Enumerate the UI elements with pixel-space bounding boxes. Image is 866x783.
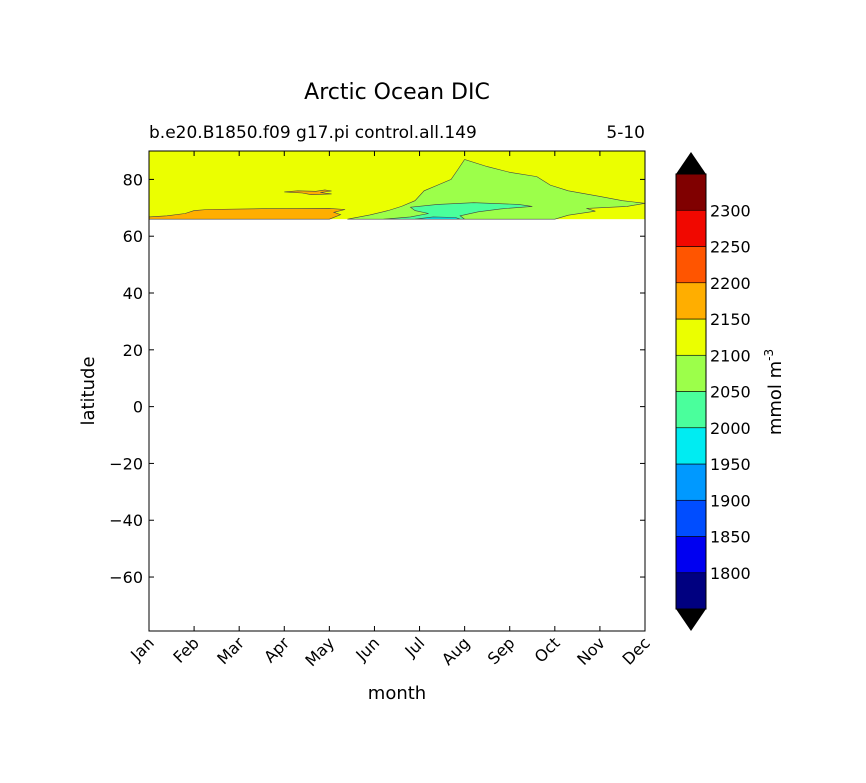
x-tick-label: Jul bbox=[401, 633, 429, 661]
colorbar-tick-label: 1800 bbox=[710, 564, 751, 583]
colorbar-swatch bbox=[675, 209, 707, 247]
y-axis: −60 −40 −20 0 20 40 60 80 bbox=[109, 170, 645, 587]
contour-low-lat-band bbox=[148, 208, 346, 220]
y-tick-label: 20 bbox=[123, 341, 143, 360]
x-tick-label: Feb bbox=[169, 633, 202, 666]
colorbar-swatch bbox=[675, 536, 707, 574]
colorbar-extend-top bbox=[676, 152, 706, 174]
x-tick-label: Aug bbox=[438, 633, 474, 669]
x-tick-label: Oct bbox=[531, 633, 564, 666]
plot-frame bbox=[148, 150, 646, 632]
colorbar: 1800 1850 1900 1950 2000 2050 2100 2150 2200 2250… bbox=[675, 152, 751, 631]
chart-title: Arctic Ocean DIC bbox=[304, 80, 490, 105]
x-tick-label: Dec bbox=[618, 633, 653, 668]
colorbar-tick-label: 2050 bbox=[710, 383, 751, 402]
contour-may-patch bbox=[284, 189, 332, 196]
colorbar-tick-label: 2150 bbox=[710, 310, 751, 329]
contour-aug-core-edge bbox=[414, 216, 461, 220]
y-tick-label: −60 bbox=[109, 568, 143, 587]
contour-fills bbox=[148, 151, 646, 220]
plot-area: Jan Feb Mar Apr May Jun Jul Aug Sep Oct Nov Dec −60… bbox=[109, 150, 654, 670]
colorbar-label: mmol m-3 bbox=[762, 349, 786, 435]
colorbar-tick-label: 2300 bbox=[710, 201, 751, 220]
colorbar-swatch bbox=[675, 282, 707, 320]
x-tick-label: May bbox=[301, 633, 338, 670]
colorbar-swatch bbox=[675, 427, 707, 465]
contour-aug-core bbox=[383, 202, 533, 220]
colorbar-frame bbox=[675, 173, 707, 610]
colorbar-swatch bbox=[675, 318, 707, 356]
colorbar-swatch bbox=[675, 499, 707, 537]
colorbar-swatch bbox=[675, 572, 707, 610]
x-axis-label: month bbox=[368, 683, 426, 704]
y-tick-label: −40 bbox=[109, 511, 143, 530]
colorbar-swatch bbox=[675, 391, 707, 429]
chart-subtitle-left: b.e20.B1850.f09 g17.pi control.all.149 bbox=[149, 123, 477, 143]
colorbar-tick-label: 2200 bbox=[710, 274, 751, 293]
colorbar-swatch bbox=[675, 354, 707, 392]
x-tick-label: Apr bbox=[260, 633, 293, 666]
colorbar-label-superscript: -3 bbox=[762, 349, 776, 361]
colorbar-tick-label: 1850 bbox=[710, 528, 751, 547]
colorbar-tick-label: 2250 bbox=[710, 238, 751, 257]
x-tick-label: Sep bbox=[484, 633, 519, 668]
contour-summer-plume bbox=[347, 159, 646, 220]
colorbar-swatch bbox=[675, 173, 707, 211]
plot-background bbox=[149, 151, 645, 631]
x-tick-label: Nov bbox=[573, 633, 609, 669]
y-tick-label: −20 bbox=[109, 454, 143, 473]
colorbar-tick-label: 2000 bbox=[710, 419, 751, 438]
chart-subtitle-right: 5-10 bbox=[606, 123, 645, 143]
x-tick-label: Jun bbox=[351, 633, 383, 665]
y-tick-label: 0 bbox=[133, 398, 143, 417]
y-tick-label: 80 bbox=[123, 170, 143, 189]
colorbar-extend-bottom bbox=[676, 609, 706, 631]
colorbar-swatch bbox=[675, 463, 707, 501]
y-tick-label: 40 bbox=[123, 284, 143, 303]
colorbar-tick-label: 1950 bbox=[710, 455, 751, 474]
x-tick-label: Mar bbox=[213, 633, 248, 668]
y-tick-label: 60 bbox=[123, 227, 143, 246]
colorbar-swatch bbox=[675, 246, 707, 284]
colorbar-tick-label: 2100 bbox=[710, 346, 751, 365]
colorbar-label-text: mmol m bbox=[765, 361, 786, 435]
y-axis-label: latitude bbox=[78, 356, 99, 425]
x-tick-label: Jan bbox=[126, 633, 158, 665]
colorbar-tick-label: 1900 bbox=[710, 491, 751, 510]
